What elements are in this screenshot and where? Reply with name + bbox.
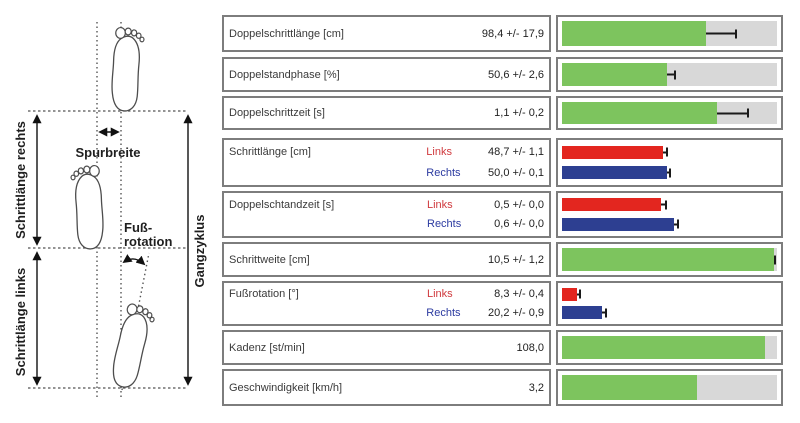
bar-track	[562, 21, 777, 46]
value-bar	[562, 375, 698, 400]
parameter-value-links: 48,7 +/- 1,1	[488, 146, 544, 159]
row-doppelschtandzeit: Doppelschtandzeit [s] Links 0,5 +/- 0,0 …	[222, 191, 783, 238]
error-whisker	[660, 200, 668, 210]
row-schrittweite: Schrittweite [cm] 10,5 +/- 1,2	[222, 242, 783, 277]
parameter-label: Fußrotation [°]	[229, 288, 299, 301]
parameter-value-links: 0,5 +/- 0,0	[494, 198, 544, 211]
bar-track	[562, 248, 777, 271]
bar-chart	[556, 242, 783, 277]
bar-chart	[556, 138, 783, 187]
parameter-label: Schrittweite [cm]	[229, 253, 310, 266]
parameter-label: Doppelschrittzeit [s]	[229, 107, 325, 119]
parameter-value: 50,6 +/- 2,6	[488, 68, 544, 81]
value-bar	[562, 63, 668, 86]
parameter-value: 108,0	[516, 341, 544, 354]
bar-chart	[556, 57, 783, 92]
parameter-value: 3,2	[528, 381, 544, 394]
side-label-rechts: Rechts	[426, 306, 461, 319]
bar-chart	[556, 96, 783, 130]
parameter-label: Doppelschrittlänge [cm]	[229, 27, 344, 40]
parameter-value-rechts: 50,0 +/- 0,1	[488, 166, 544, 179]
value-bar	[562, 21, 707, 46]
bar-track	[562, 102, 777, 124]
value-bar	[562, 336, 766, 359]
schrittlaenge-rechts-label: Schrittlänge rechts	[13, 121, 28, 239]
side-label-links: Links	[426, 146, 452, 159]
error-whisker	[601, 308, 607, 318]
row-schrittlaenge: Schrittlänge [cm] Links 48,7 +/- 1,1 Rec…	[222, 138, 783, 187]
parameter-label: Doppelschtandzeit [s]	[229, 198, 335, 211]
row-doppelstandphase: Doppelstandphase [%] 50,6 +/- 2,6	[222, 57, 783, 92]
row-fussrotation: Fußrotation [°] Links 8,3 +/- 0,4 Rechts…	[222, 281, 783, 326]
spurbreite-label: Spurbreite	[75, 145, 140, 160]
gait-diagram: Spurbreite Schrittlänge rechts Schrittlä…	[13, 22, 207, 398]
value-bar	[562, 248, 774, 271]
error-whisker	[706, 29, 738, 38]
bar-chart	[556, 281, 783, 326]
side-label-links: Links	[427, 198, 453, 211]
parameter-value-links: 8,3 +/- 0,4	[494, 288, 544, 301]
bar-chart	[556, 191, 783, 238]
value-bar	[562, 102, 717, 124]
error-whisker	[667, 168, 672, 178]
parameter-label: Schrittlänge [cm]	[229, 146, 311, 159]
value-bar-links	[562, 287, 578, 301]
gangzyklus-label: Gangzyklus	[192, 215, 207, 288]
side-label-rechts: Rechts	[426, 166, 461, 179]
fussrotation-label-line2: rotation	[124, 234, 172, 249]
bar-track	[562, 336, 777, 359]
error-whisker	[773, 255, 776, 264]
value-bar-rechts	[562, 217, 674, 231]
bar-chart	[556, 15, 783, 52]
fussrotation-angle-arrow	[122, 254, 146, 266]
value-bar-links	[562, 145, 664, 159]
error-whisker	[716, 108, 749, 118]
bar-chart	[556, 330, 783, 365]
parameter-value-rechts: 0,6 +/- 0,0	[494, 218, 544, 231]
error-whisker	[663, 147, 669, 157]
error-whisker	[667, 70, 676, 79]
side-label-links: Links	[427, 288, 453, 301]
footprint-right-top	[109, 26, 146, 113]
parameter-label: Geschwindigkeit [km/h]	[229, 381, 343, 394]
parameter-label: Doppelstandphase [%]	[229, 68, 340, 81]
error-whisker	[577, 289, 582, 299]
side-label-rechts: Rechts	[427, 218, 462, 231]
row-doppelschrittzeit: Doppelschrittzeit [s] 1,1 +/- 0,2	[222, 96, 783, 130]
footprint-right-bottom	[107, 302, 158, 392]
fussrotation-label-line1: Fuß-	[124, 220, 152, 235]
parameter-label: Kadenz [st/min]	[229, 341, 305, 354]
value-bar-rechts	[562, 306, 602, 320]
bar-track	[562, 63, 777, 86]
parameter-value: 1,1 +/- 0,2	[494, 107, 544, 119]
row-doppelschrittlaenge: Doppelschrittlänge [cm] 98,4 +/- 17,9	[222, 15, 783, 52]
value-bar-links	[562, 198, 661, 212]
bar-track	[562, 375, 777, 400]
gait-parameters-panel: Doppelschrittlänge [cm] 98,4 +/- 17,9 Do…	[222, 0, 783, 423]
parameter-value-rechts: 20,2 +/- 0,9	[488, 306, 544, 319]
value-bar-rechts	[562, 166, 668, 180]
error-whisker	[673, 219, 680, 229]
row-kadenz: Kadenz [st/min] 108,0	[222, 330, 783, 365]
parameter-value: 98,4 +/- 17,9	[481, 27, 544, 40]
bar-chart	[556, 369, 783, 406]
schrittlaenge-links-label: Schrittlänge links	[13, 268, 28, 376]
parameter-value: 10,5 +/- 1,2	[488, 253, 544, 266]
row-geschwindigkeit: Geschwindigkeit [km/h] 3,2	[222, 369, 783, 406]
footprint-left-middle	[69, 164, 106, 251]
